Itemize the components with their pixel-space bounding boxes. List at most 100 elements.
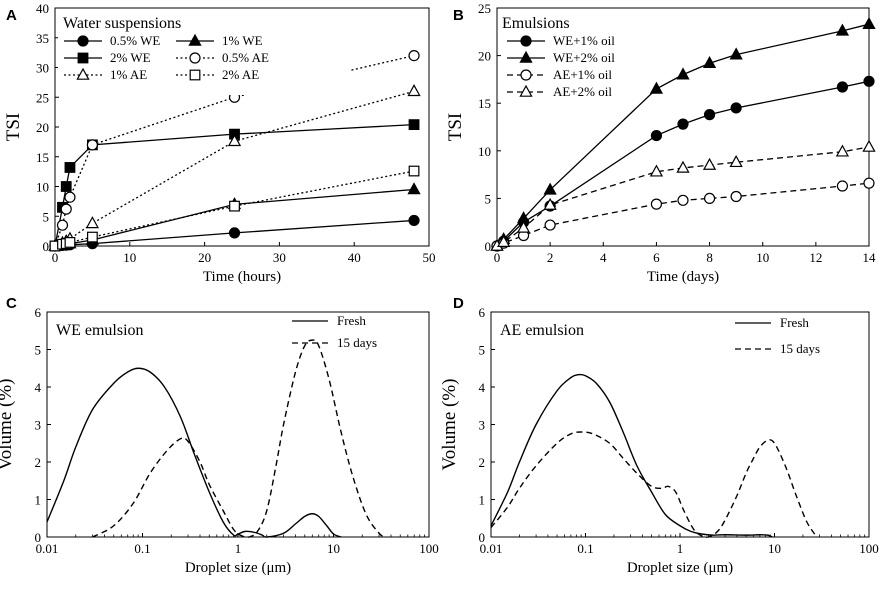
y-tick-label: 0 xyxy=(43,239,50,254)
legend-marker xyxy=(77,35,89,47)
x-tick-label: 4 xyxy=(600,250,607,265)
y-tick-label: 5 xyxy=(479,343,486,358)
data-point-triangle xyxy=(407,84,421,97)
plot-frame xyxy=(496,7,870,247)
y-tick-label: 2 xyxy=(35,455,42,470)
data-point-circle xyxy=(677,194,689,206)
y-tick-label: 0 xyxy=(485,239,492,254)
x-tick-label: 0.01 xyxy=(480,541,503,556)
y-tick-label: 25 xyxy=(478,1,491,16)
y-tick-label: 4 xyxy=(35,380,42,395)
y-tick-label: 4 xyxy=(479,380,486,395)
x-tick-label: 14 xyxy=(863,250,877,265)
x-tick-label: 1 xyxy=(677,541,684,556)
y-axis-title: TSI xyxy=(3,113,24,142)
data-point-circle xyxy=(60,203,72,215)
y-tick-label: 2 xyxy=(479,455,486,470)
x-tick-label: 1 xyxy=(235,541,242,556)
legend-title: Water suspensions xyxy=(63,15,181,32)
legend-label: 15 days xyxy=(780,341,820,356)
data-point-square xyxy=(64,237,76,248)
data-point-triangle xyxy=(702,157,717,170)
series-line xyxy=(496,146,870,247)
legend-marker xyxy=(520,35,532,47)
legend: WE emulsion Fresh 15 days xyxy=(56,313,377,350)
data-point-circle xyxy=(703,109,716,121)
x-axis-title: Time (days) xyxy=(647,269,719,285)
x-tick-label: 0 xyxy=(52,250,59,265)
data-point-circle xyxy=(703,192,716,204)
x-tick-label: 10 xyxy=(327,541,340,556)
legend-marker xyxy=(520,69,532,81)
y-tick-label: 3 xyxy=(35,418,42,433)
series-fresh xyxy=(490,373,773,538)
series-15-days xyxy=(490,431,818,539)
y-tick-label: 10 xyxy=(478,144,491,159)
data-point-circle xyxy=(650,129,663,142)
legend-label: 15 days xyxy=(337,335,377,350)
x-axis-title: Droplet size (μm) xyxy=(185,560,291,576)
chart-panel-b: B 0 2 4 6 8 10 12 14 0 5 10 15 20 25 Time (days) TSI Emul… xyxy=(445,1,876,285)
y-axis-title: Volume (%) xyxy=(0,379,16,471)
data-point-circle xyxy=(64,191,76,203)
x-tick-label: 0 xyxy=(494,250,501,265)
data-point-triangle xyxy=(543,182,557,195)
y-tick-label: 5 xyxy=(485,191,492,206)
x-tick-label: 30 xyxy=(273,250,286,265)
data-point-circle xyxy=(863,177,875,189)
data-point-triangle xyxy=(649,81,664,94)
x-tick-label: 20 xyxy=(198,250,211,265)
chart-panel-c: C 0.01 0.1 1 10 100 0 1 2 3 4 5 6 Droplet size (μm) Vo… xyxy=(0,295,439,576)
series-line xyxy=(490,373,773,538)
legend-marker xyxy=(519,50,533,63)
data-point-circle xyxy=(836,180,849,192)
x-tick-label: 8 xyxy=(706,250,713,265)
panel-letter: B xyxy=(453,7,464,24)
data-point-circle xyxy=(730,102,742,114)
data-point-circle xyxy=(863,75,875,87)
legend-label: Fresh xyxy=(780,315,809,330)
legend-label: 1% AE xyxy=(110,67,147,82)
data-point-triangle xyxy=(676,160,690,173)
legend-title: Emulsions xyxy=(502,15,570,32)
data-point-circle xyxy=(650,198,663,210)
data-point-triangle xyxy=(729,154,743,168)
x-tick-label: 6 xyxy=(653,250,660,265)
legend-label: Fresh xyxy=(337,313,366,328)
panel-letter: C xyxy=(6,295,17,312)
data-point-triangle xyxy=(729,47,743,60)
legend-label: 2% AE xyxy=(222,67,259,82)
series-line xyxy=(54,90,415,247)
data-point-triangle xyxy=(497,234,511,247)
y-tick-label: 10 xyxy=(36,180,49,195)
panel-letter: D xyxy=(453,295,464,312)
x-tick-label: 10 xyxy=(756,250,769,265)
legend-title: AE emulsion xyxy=(500,322,584,339)
data-point-circle xyxy=(56,219,69,231)
series-line xyxy=(92,339,386,539)
x-axis-title: Droplet size (μm) xyxy=(627,560,733,576)
y-axis-title: TSI xyxy=(445,113,466,142)
series-line xyxy=(490,431,818,539)
data-point-circle xyxy=(408,214,420,227)
y-tick-label: 3 xyxy=(479,418,486,433)
y-tick-label: 20 xyxy=(36,120,49,135)
x-tick-label: 0.01 xyxy=(36,541,59,556)
x-tick-label: 10 xyxy=(768,541,781,556)
data-point-circle xyxy=(730,190,742,203)
series-line xyxy=(496,23,870,247)
data-point-triangle xyxy=(85,216,100,229)
data-point-square xyxy=(408,165,420,177)
data-point-triangle xyxy=(407,182,421,195)
data-point-circle xyxy=(228,227,241,239)
x-tick-label: 2 xyxy=(547,250,554,265)
series-fresh xyxy=(46,367,342,538)
data-point-square xyxy=(229,200,240,212)
y-tick-label: 30 xyxy=(36,61,49,76)
data-point-triangle xyxy=(835,23,850,36)
legend-label: AE+2% oil xyxy=(553,84,612,99)
legend-title: WE emulsion xyxy=(56,322,144,339)
